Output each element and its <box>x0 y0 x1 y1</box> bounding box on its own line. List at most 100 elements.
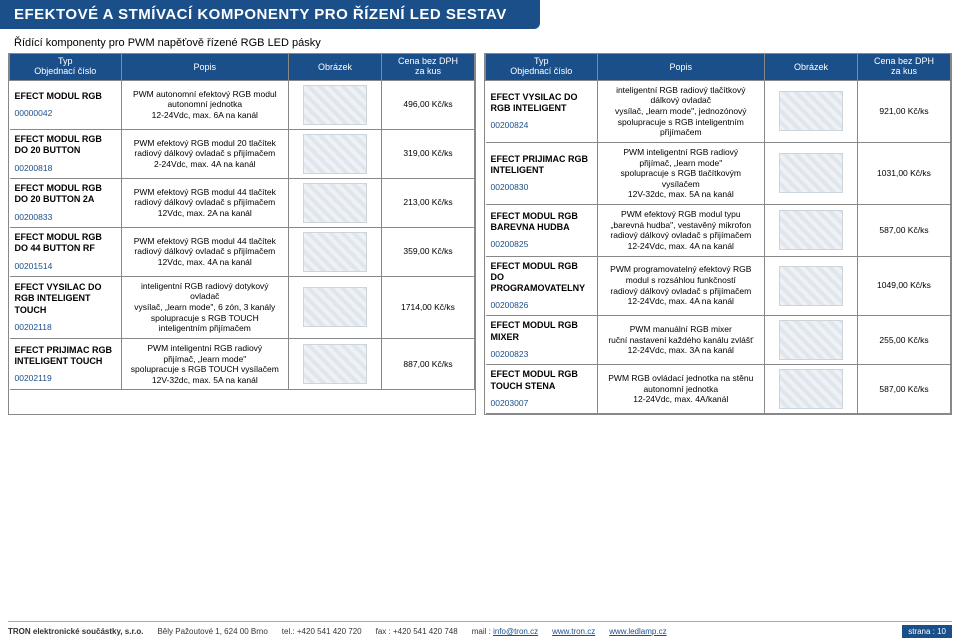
table-row: EFECT MODUL RGB DO 44 BUTTON RF 00201514 P… <box>10 227 475 276</box>
cell-image <box>764 80 857 142</box>
product-image-placeholder <box>303 183 367 223</box>
type-name: EFECT MODUL RGB DO 44 BUTTON RF <box>15 232 116 255</box>
product-image-placeholder <box>779 210 843 250</box>
type-name: EFECT PRIJIMAC RGB INTELIGENT <box>491 154 592 177</box>
cell-price: 1714,00 Kč/ks <box>381 276 474 338</box>
cell-image <box>288 276 381 338</box>
order-number: 00202118 <box>15 322 116 333</box>
cell-desc: PWM manuální RGB mixerruční nastavení ka… <box>597 315 764 364</box>
th-price: Cena bez DPHza kus <box>857 54 950 81</box>
page-footer: TRON elektronické součástky, s.r.o. Běly… <box>8 621 952 638</box>
right-column: TypObjednací číslo Popis Obrázek Cena be… <box>484 53 952 415</box>
th-type: TypObjednací číslo <box>486 54 598 81</box>
footer-tel: tel.: +420 541 420 720 <box>282 627 362 636</box>
product-image-placeholder <box>779 153 843 193</box>
cell-price: 587,00 Kč/ks <box>857 205 950 257</box>
site1-link[interactable]: www.tron.cz <box>552 627 595 636</box>
th-img: Obrázek <box>288 54 381 81</box>
type-name: EFECT MODUL RGB BAREVNA HUDBA <box>491 211 592 234</box>
table-row: EFECT PRIJIMAC RGB INTELIGENT TOUCH 00202… <box>10 338 475 390</box>
cell-type: EFECT PRIJIMAC RGB INTELIGENT00200830 <box>486 142 598 204</box>
right-table: TypObjednací číslo Popis Obrázek Cena be… <box>485 53 951 414</box>
cell-price: 319,00 Kč/ks <box>381 129 474 178</box>
cell-desc: PWM RGB ovládací jednotka na stěnuautono… <box>597 364 764 413</box>
cell-image <box>288 227 381 276</box>
order-number: 00200824 <box>491 120 592 131</box>
cell-type: EFECT MODUL RGB BAREVNA HUDBA 00200825 <box>486 205 598 257</box>
type-name: EFECT MODUL RGB DO 20 BUTTON 2A <box>15 183 116 206</box>
table-row: EFECT VYSILAC DO RGB INTELIGENT 00200824 i… <box>486 80 951 142</box>
product-image-placeholder <box>303 287 367 327</box>
type-name: EFECT MODUL RGB DO 20 BUTTON <box>15 134 116 157</box>
product-image-placeholder <box>303 344 367 384</box>
header-title: EFEKTOVÉ A STMÍVACÍ KOMPONENTY PRO ŘÍZEN… <box>14 6 507 23</box>
th-desc: Popis <box>597 54 764 81</box>
product-image-placeholder <box>779 266 843 306</box>
cell-price: 1049,00 Kč/ks <box>857 256 950 315</box>
cell-type: EFECT MODUL RGB DO 20 BUTTON 2A00200833 <box>10 178 122 227</box>
left-column: TypObjednací číslo Popis Obrázek Cena be… <box>8 53 476 415</box>
cell-image <box>764 142 857 204</box>
cell-price: 213,00 Kč/ks <box>381 178 474 227</box>
main-content: TypObjednací číslo Popis Obrázek Cena be… <box>0 53 960 415</box>
footer-company: TRON elektronické součástky, s.r.o. <box>8 627 143 636</box>
cell-desc: PWM inteligentní RGB radiovýpřijímač, „l… <box>597 142 764 204</box>
cell-desc: inteligentní RGB radiový tlačítkovýdálko… <box>597 80 764 142</box>
cell-desc: PWM efektový RGB modul 44 tlačítekradiov… <box>121 178 288 227</box>
table-row: EFECT MODUL RGB MIXER 00200823 PWM manuáln… <box>486 315 951 364</box>
cell-type: EFECT MODUL RGB TOUCH STENA 00203007 <box>486 364 598 413</box>
cell-type: EFECT PRIJIMAC RGB INTELIGENT TOUCH 00202… <box>10 338 122 390</box>
table-row: EFECT MODUL RGB00000042PWM autonomní efe… <box>10 80 475 129</box>
cell-desc: PWM autonomní efektový RGB modulautonomn… <box>121 80 288 129</box>
table-row: EFECT MODUL RGB DO 20 BUTTON00200818PWM … <box>10 129 475 178</box>
cell-desc: PWM efektový RGB modul typu„barevná hudb… <box>597 205 764 257</box>
cell-price: 496,00 Kč/ks <box>381 80 474 129</box>
table-row: EFECT PRIJIMAC RGB INTELIGENT00200830PWM… <box>486 142 951 204</box>
type-name: EFECT VYSILAC DO RGB INTELIGENT TOUCH <box>15 282 116 316</box>
order-number: 00203007 <box>491 398 592 409</box>
cell-price: 887,00 Kč/ks <box>381 338 474 390</box>
footer-fax: fax : +420 541 420 748 <box>376 627 458 636</box>
cell-type: EFECT MODUL RGB MIXER 00200823 <box>486 315 598 364</box>
product-image-placeholder <box>303 134 367 174</box>
cell-image <box>288 178 381 227</box>
cell-price: 1031,00 Kč/ks <box>857 142 950 204</box>
footer-mail: mail : info@tron.cz <box>472 627 538 636</box>
th-type: TypObjednací číslo <box>10 54 122 81</box>
page-number: strana : 10 <box>902 625 952 638</box>
type-name: EFECT MODUL RGB MIXER <box>491 320 592 343</box>
type-name: EFECT PRIJIMAC RGB INTELIGENT TOUCH <box>15 345 116 368</box>
type-name: EFECT MODUL RGB <box>15 91 116 102</box>
order-number: 00200825 <box>491 239 592 250</box>
cell-type: EFECT MODUL RGB DO PROGRAMOVATELNY002008… <box>486 256 598 315</box>
order-number: 00201514 <box>15 261 116 272</box>
cell-image <box>764 205 857 257</box>
cell-desc: PWM programovatelný efektový RGBmodul s … <box>597 256 764 315</box>
table-row: EFECT MODUL RGB TOUCH STENA 00203007 PWM R… <box>486 364 951 413</box>
type-name: EFECT MODUL RGB TOUCH STENA <box>491 369 592 392</box>
cell-price: 921,00 Kč/ks <box>857 80 950 142</box>
table-head: TypObjednací číslo Popis Obrázek Cena be… <box>10 54 475 81</box>
site2-link[interactable]: www.ledlamp.cz <box>609 627 666 636</box>
type-name: EFECT VYSILAC DO RGB INTELIGENT <box>491 92 592 115</box>
order-number: 00200823 <box>491 349 592 360</box>
cell-desc: PWM inteligentní RGB radiovýpřijímač, „l… <box>121 338 288 390</box>
product-image-placeholder <box>779 91 843 131</box>
cell-type: EFECT VYSILAC DO RGB INTELIGENT TOUCH 002… <box>10 276 122 338</box>
footer-address: Běly Pažoutové 1, 624 00 Brno <box>157 627 267 636</box>
product-image-placeholder <box>779 369 843 409</box>
left-table: TypObjednací číslo Popis Obrázek Cena be… <box>9 53 475 390</box>
page-header: EFEKTOVÉ A STMÍVACÍ KOMPONENTY PRO ŘÍZEN… <box>0 0 540 29</box>
th-img: Obrázek <box>764 54 857 81</box>
order-number: 00202119 <box>15 373 116 384</box>
table-row: EFECT MODUL RGB DO PROGRAMOVATELNY002008… <box>486 256 951 315</box>
cell-type: EFECT MODUL RGB DO 20 BUTTON 00200818 <box>10 129 122 178</box>
cell-desc: PWM efektový RGB modul 44 tlačítekradiov… <box>121 227 288 276</box>
product-image-placeholder <box>779 320 843 360</box>
cell-image <box>764 315 857 364</box>
cell-image <box>288 338 381 390</box>
mail-link[interactable]: info@tron.cz <box>493 627 538 636</box>
order-number: 00200818 <box>15 163 116 174</box>
table-head: TypObjednací číslo Popis Obrázek Cena be… <box>486 54 951 81</box>
type-name: EFECT MODUL RGB DO PROGRAMOVATELNY <box>491 261 592 295</box>
